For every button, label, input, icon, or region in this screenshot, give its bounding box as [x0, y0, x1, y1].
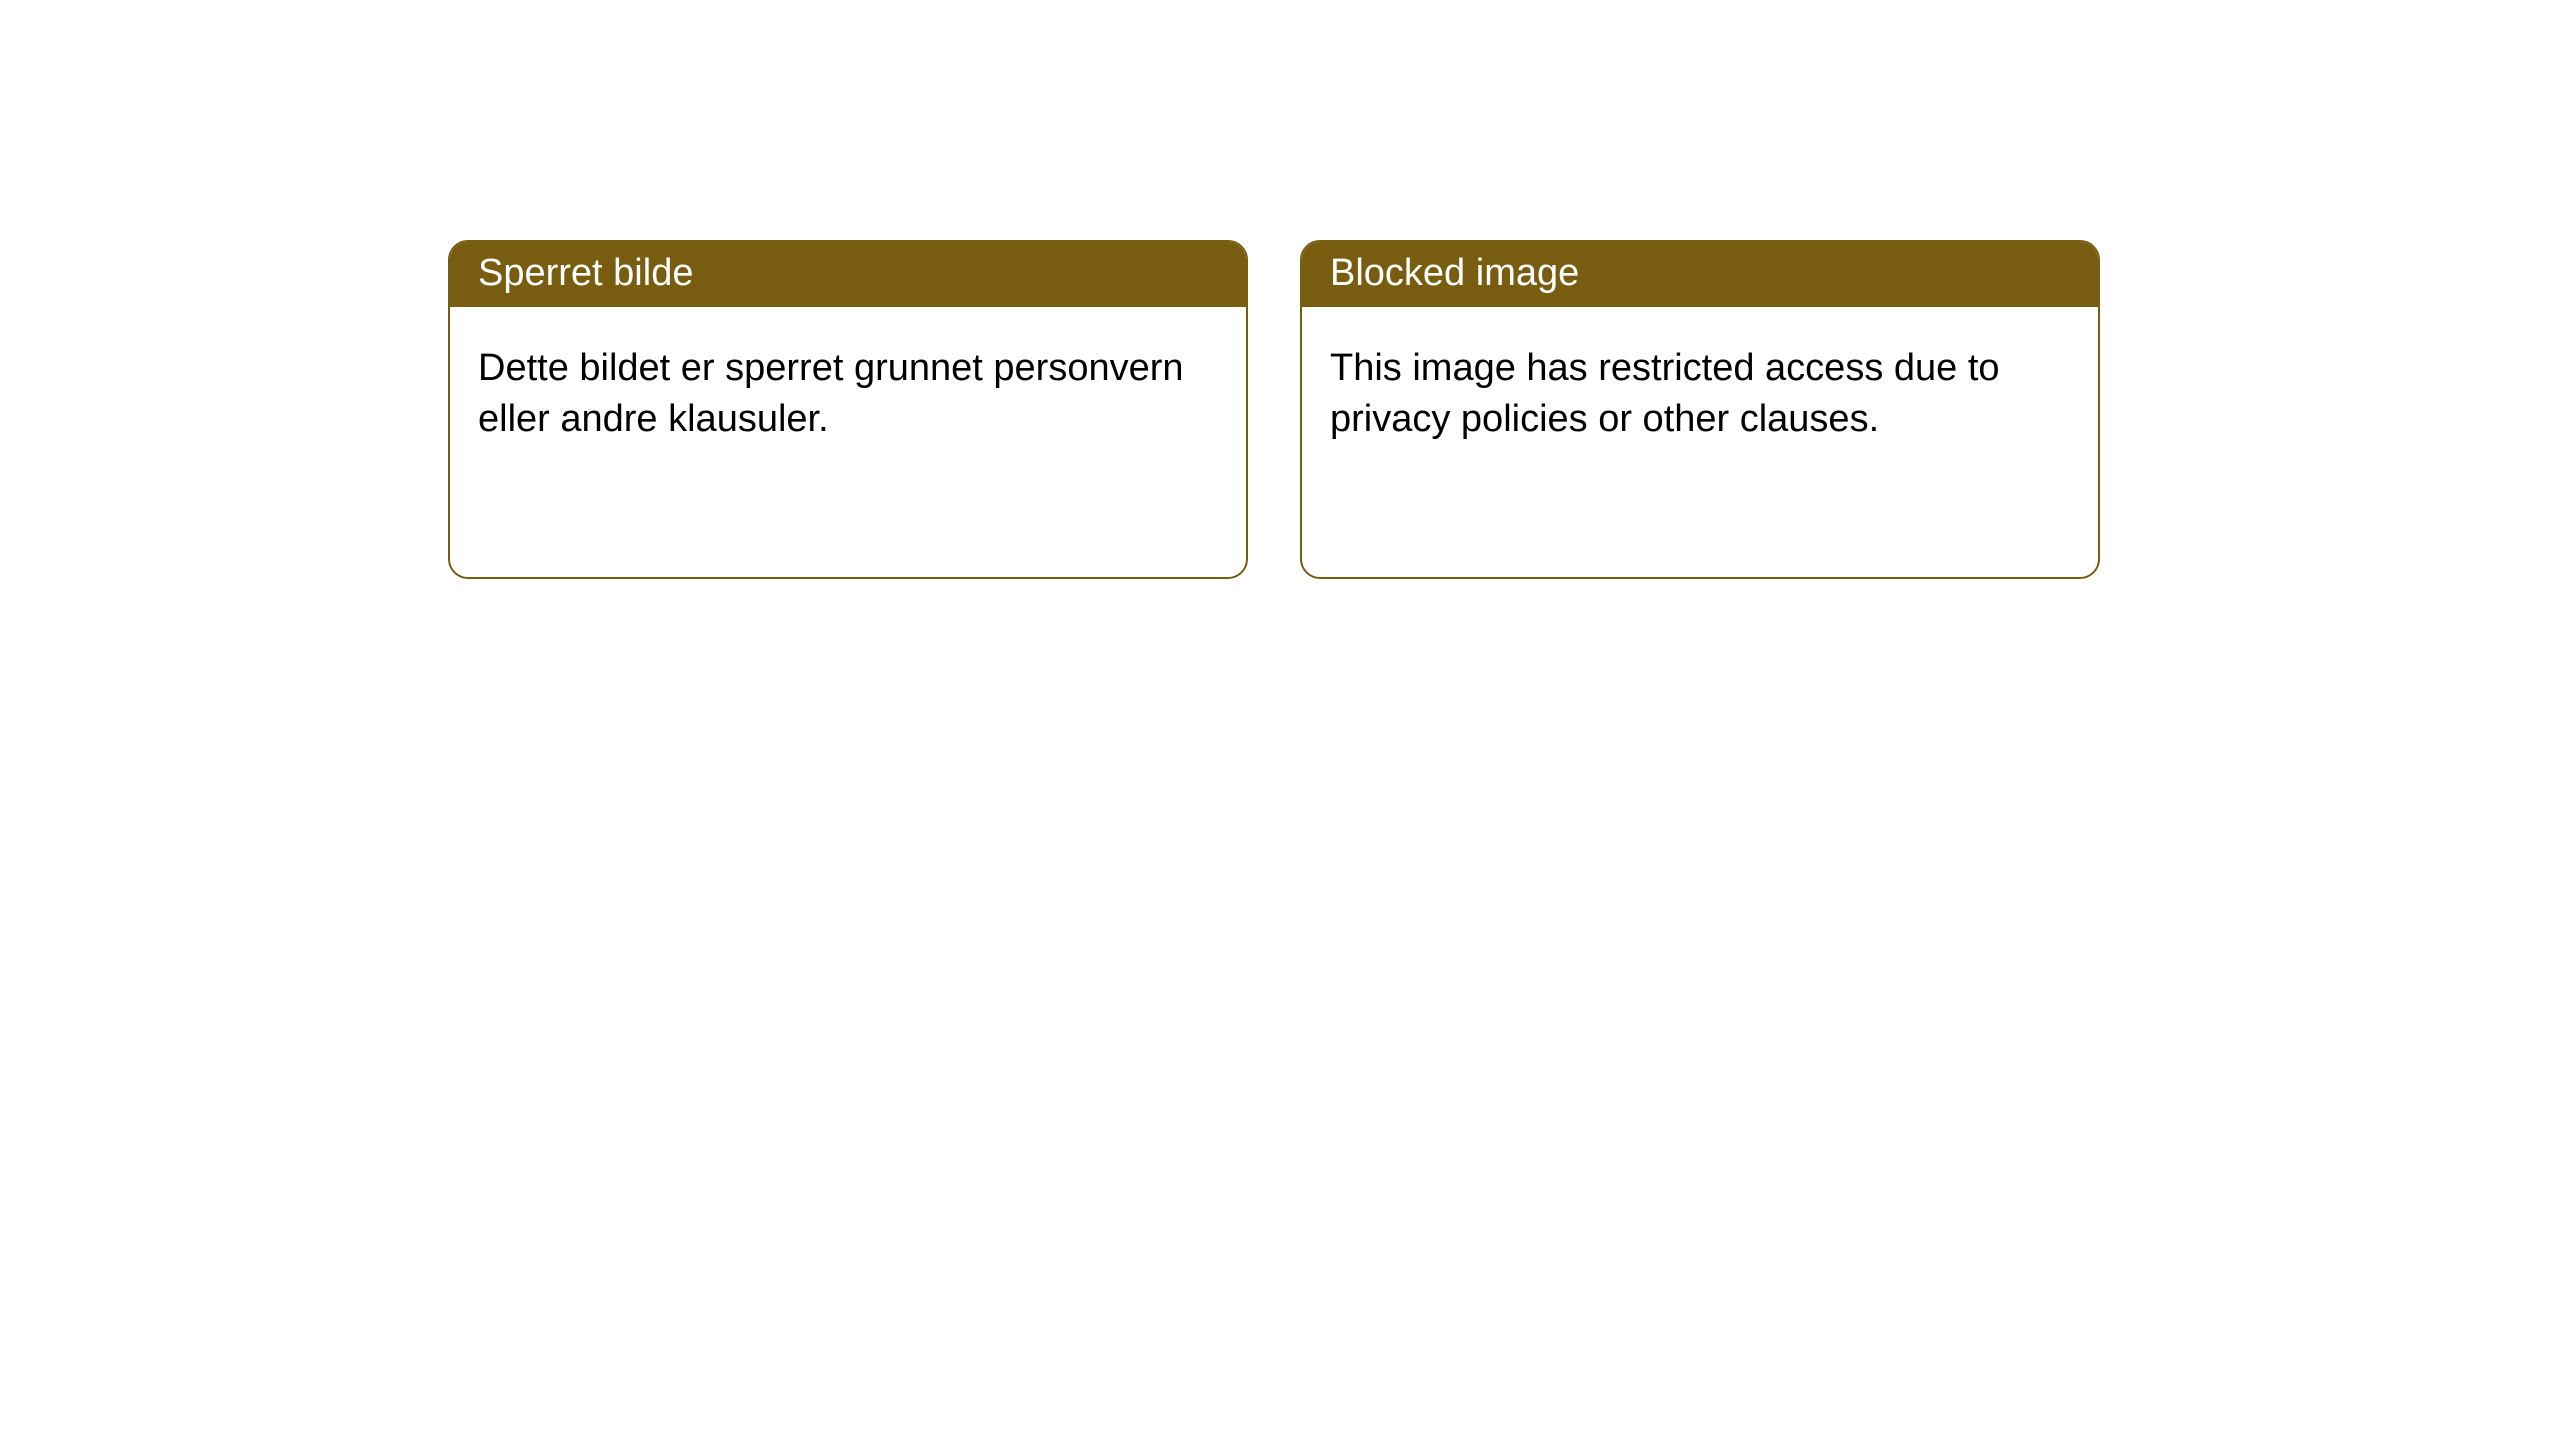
- notice-card-header: Blocked image: [1302, 242, 2098, 307]
- notice-card-body: Dette bildet er sperret grunnet personve…: [450, 307, 1246, 577]
- notice-card-english: Blocked image This image has restricted …: [1300, 240, 2100, 579]
- notice-card-header: Sperret bilde: [450, 242, 1246, 307]
- notice-card-text: This image has restricted access due to …: [1330, 347, 2000, 440]
- notice-container: Sperret bilde Dette bildet er sperret gr…: [0, 0, 2560, 579]
- notice-card-norwegian: Sperret bilde Dette bildet er sperret gr…: [448, 240, 1248, 579]
- notice-card-text: Dette bildet er sperret grunnet personve…: [478, 347, 1184, 440]
- notice-card-title: Sperret bilde: [478, 252, 693, 294]
- notice-card-title: Blocked image: [1330, 252, 1579, 294]
- notice-card-body: This image has restricted access due to …: [1302, 307, 2098, 577]
